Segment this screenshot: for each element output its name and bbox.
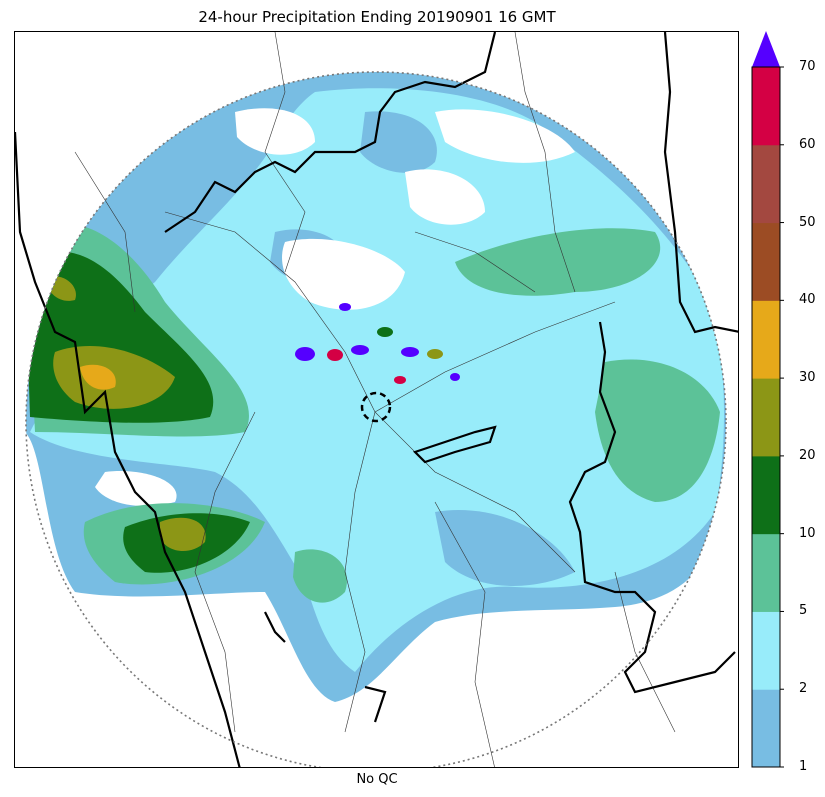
- precip-1-2mm-patch: [435, 510, 575, 586]
- colorbar-band: [752, 533, 780, 612]
- colorbar-band: [752, 222, 780, 301]
- chart-title: 24-hour Precipitation Ending 20190901 16…: [198, 8, 556, 26]
- colorbar-band: [752, 611, 780, 690]
- no-precip-gap: [95, 471, 177, 507]
- no-precip-gap: [405, 169, 485, 225]
- colorbar-tick-label: 30: [799, 370, 816, 386]
- precip-field: [26, 72, 726, 702]
- radar-map: [14, 31, 739, 768]
- precip-5-10mm-south: [293, 549, 347, 603]
- colorbar-band: [752, 67, 780, 146]
- radar-clutter: [295, 303, 460, 384]
- precip-20-30mm-sw: [160, 517, 206, 552]
- colorbar-ticks: [780, 66, 784, 768]
- colorbar-extend-arrow: [752, 31, 780, 67]
- no-precip-gap: [435, 109, 575, 163]
- no-precip-gap: [235, 108, 315, 155]
- colorbar-tick-label: 2: [799, 681, 808, 697]
- national-borders: [15, 32, 738, 767]
- colorbar-band: [752, 378, 780, 457]
- precip-1-2mm-patch: [360, 111, 437, 173]
- colorbar-bands: [752, 67, 780, 768]
- no-precip-gap: [282, 238, 405, 310]
- precipitation-map: [15, 32, 738, 767]
- colorbar: [751, 31, 784, 768]
- colorbar-tick-label: 40: [799, 292, 816, 308]
- colorbar-tick-label: 10: [799, 525, 816, 541]
- radar-range-ring: [25, 71, 727, 767]
- radar-site-marker: [360, 391, 392, 423]
- colorbar-band: [752, 689, 780, 768]
- colorbar-tick-label: 1: [799, 759, 808, 774]
- colorbar-tick-label: 70: [799, 59, 816, 74]
- colorbar-band: [752, 455, 780, 535]
- regional-boundaries: [74, 32, 676, 767]
- colorbar-band: [752, 300, 780, 379]
- colorbar-frame: [751, 66, 781, 768]
- precip-5-10mm-ne: [455, 228, 661, 296]
- colorbar-tick-label: 5: [799, 603, 808, 619]
- precip-5-10mm-east: [595, 359, 720, 502]
- colorbar-tick-label: 60: [799, 136, 816, 152]
- colorbar-band: [752, 144, 780, 224]
- colorbar-tick-label: 50: [799, 214, 816, 230]
- qc-caption: No QC: [356, 772, 398, 787]
- precip-30-40mm: [80, 364, 116, 390]
- colorbar-tick-label: 20: [799, 447, 816, 463]
